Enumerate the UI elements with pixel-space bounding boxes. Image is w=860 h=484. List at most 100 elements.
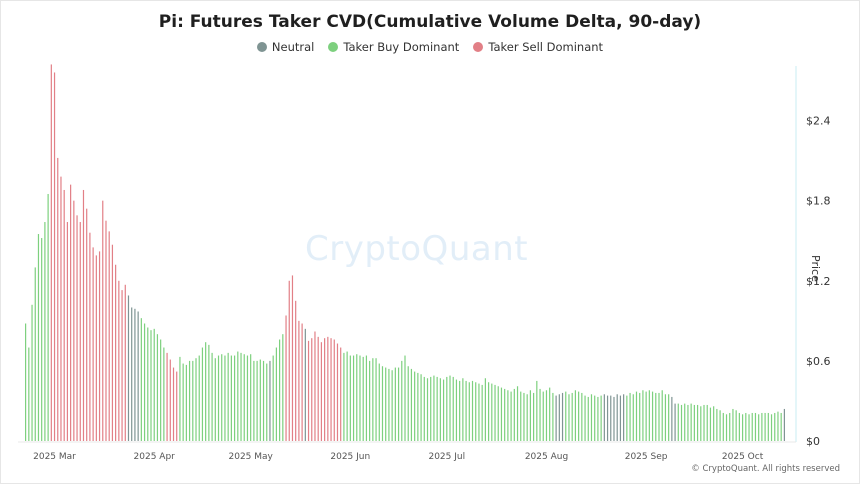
bar-buy — [369, 360, 371, 441]
bar-buy — [600, 395, 602, 441]
bar-buy — [735, 410, 737, 441]
bar-sell — [76, 215, 78, 441]
bar-sell — [285, 315, 287, 441]
bar-sell — [301, 323, 303, 441]
bar-buy — [34, 267, 36, 441]
bar-buy — [420, 374, 422, 441]
bar-sell — [166, 352, 168, 441]
bar-buy — [227, 352, 229, 441]
bar-buy — [275, 347, 277, 441]
bar-buy — [259, 359, 261, 441]
bar-buy — [491, 383, 493, 441]
bar-buy — [741, 414, 744, 441]
bar-sell — [82, 189, 85, 441]
bar-buy — [597, 396, 599, 441]
bar-buy — [362, 356, 364, 441]
legend-label-buy: Taker Buy Dominant — [343, 40, 460, 54]
x-tick-label: 2025 Jul — [428, 452, 465, 462]
bar-buy — [442, 379, 445, 441]
bar-buy — [143, 323, 146, 441]
chart-title: Pi: Futures Taker CVD(Cumulative Volume … — [158, 12, 702, 32]
legend-dot-neutral-icon — [256, 42, 267, 52]
bar-sell — [86, 208, 88, 441]
bar-neutral — [674, 403, 676, 441]
bar-sell — [317, 336, 319, 441]
bar-buy — [397, 367, 400, 441]
bar-neutral — [783, 408, 785, 441]
bar-buy — [150, 330, 152, 441]
bar-sell — [324, 338, 326, 441]
bar-buy — [520, 391, 522, 441]
bar-buy — [185, 364, 187, 441]
bar-sell — [95, 255, 97, 441]
bar-buy — [237, 351, 239, 441]
bar-sell — [288, 280, 290, 441]
bar-buy — [664, 394, 667, 441]
bar-buy — [404, 355, 406, 441]
bar-buy — [706, 404, 708, 441]
bar-buy — [510, 391, 512, 441]
bar-buy — [680, 404, 683, 441]
bar-buy — [635, 391, 638, 441]
bar-neutral — [137, 311, 139, 441]
bar-buy — [639, 392, 641, 441]
bar-buy — [761, 412, 763, 441]
bar-buy — [195, 358, 197, 441]
bar-buy — [626, 395, 628, 441]
bar-sell — [333, 339, 335, 441]
bar-buy — [529, 390, 531, 441]
bar-sell — [330, 338, 332, 441]
bar-sell — [57, 157, 59, 442]
bar-buy — [272, 355, 274, 441]
bar-sell — [70, 184, 72, 441]
bar-buy — [507, 390, 509, 441]
bar-sell — [98, 251, 101, 441]
legend-item-buy[interactable]: Taker Buy Dominant — [328, 40, 459, 54]
y-ticks-group: $0 $0.6 $1.2 $1.8 $2.4 — [806, 115, 831, 449]
bar-neutral — [610, 395, 612, 441]
bar-buy — [709, 407, 712, 441]
bar-sell — [320, 342, 323, 441]
bar-buy — [372, 358, 374, 441]
bar-buy — [359, 355, 361, 441]
bar-buy — [153, 328, 155, 441]
y-tick-label: $1.8 — [806, 195, 831, 208]
bar-sell — [111, 244, 114, 441]
bar-buy — [246, 355, 249, 441]
bar-neutral — [131, 307, 133, 441]
bar-buy — [539, 388, 541, 441]
bar-buy — [651, 391, 654, 441]
bar-buy — [407, 366, 409, 441]
legend-item-neutral[interactable]: Neutral — [256, 40, 314, 54]
legend-dot-sell-icon — [473, 42, 484, 52]
bar-buy — [536, 380, 538, 441]
legend-item-sell[interactable]: Taker Sell Dominant — [473, 40, 603, 54]
bar-buy — [449, 375, 451, 441]
legend-label-sell: Taker Sell Dominant — [488, 40, 604, 54]
bar-buy — [446, 376, 448, 441]
bar-buy — [459, 380, 461, 441]
y-axis-title: Price — [809, 255, 822, 282]
bar-sell — [50, 64, 52, 441]
bar-buy — [388, 368, 390, 441]
bar-buy — [587, 396, 589, 441]
bar-neutral — [304, 328, 306, 441]
bar-neutral — [269, 360, 271, 441]
bar-buy — [648, 390, 650, 441]
bar-buy — [205, 342, 207, 441]
bar-buy — [233, 355, 236, 441]
bar-buy — [658, 392, 660, 441]
bar-buy — [574, 390, 577, 441]
bar-buy — [343, 352, 345, 441]
bar-buy — [163, 347, 165, 441]
bar-buy — [581, 392, 583, 441]
bar-buy — [401, 360, 403, 441]
bar-buy — [381, 366, 384, 441]
bar-buy — [208, 344, 210, 441]
bar-buy — [568, 394, 570, 441]
bar-buy — [645, 391, 647, 441]
bar-buy — [571, 392, 573, 441]
bar-buy — [375, 358, 377, 441]
bar-buy — [494, 384, 496, 441]
